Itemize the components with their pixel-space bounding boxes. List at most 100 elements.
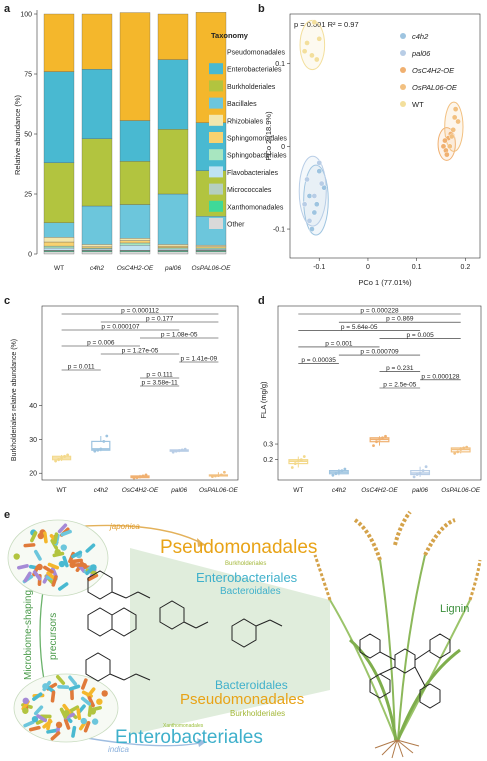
- a-bar-segment: [43, 13, 75, 72]
- e-molecule-5: [231, 618, 283, 648]
- b-legend-label: OsC4H2-OE: [412, 66, 455, 75]
- e-microbe-cell: [50, 538, 59, 550]
- e-microbe-cell: [43, 531, 48, 544]
- a-legend-swatch: [209, 200, 223, 212]
- c-y-axis-label: Burkholderiales relative abundance (%): [11, 339, 18, 461]
- d-comparison-pvalue: p = 0.001: [325, 340, 353, 347]
- c-x-tick-label: pal06: [170, 487, 187, 494]
- a-legend-label: Micrococcales: [227, 187, 272, 194]
- b-data-point: [301, 48, 308, 55]
- e-japonica-label: japonica: [109, 522, 140, 531]
- e-microbe-cell: [80, 717, 87, 725]
- a-y-tick-label: 25: [24, 192, 32, 199]
- a-bar-segment: [119, 238, 151, 241]
- c-data-point: [220, 473, 223, 477]
- d-comparison-pvalue: p = 2.5e-05: [383, 382, 416, 389]
- d-data-point: [381, 436, 384, 440]
- b-x-tick-label: 0.1: [412, 264, 422, 271]
- d-data-point: [372, 444, 375, 447]
- a-bar-segment: [81, 251, 113, 255]
- e-microbe-cell: [28, 725, 41, 732]
- a-bar-segment: [119, 204, 151, 239]
- e-microbe-cell: [86, 687, 96, 698]
- e-top-word: Burkholderiales: [225, 561, 266, 567]
- a-bar-segment: [81, 244, 113, 247]
- a-x-tick-label: pal06: [164, 265, 181, 272]
- a-bar-segment: [81, 248, 113, 251]
- panel-label-a: a: [4, 3, 11, 15]
- b-legend-label: OsPAL06-OE: [412, 83, 458, 92]
- b-legend-marker: [400, 50, 406, 56]
- d-data-point: [421, 469, 425, 473]
- panel-a-stacked-bar: Relative abundance (%) 0 25 50 75 100 WT c4h2…: [13, 10, 287, 272]
- e-microbe-cell: [53, 532, 59, 545]
- d-data-point: [384, 434, 387, 438]
- e-microbe-cell: [80, 696, 92, 706]
- d-data-point: [465, 445, 469, 449]
- d-data-point: [296, 459, 300, 463]
- a-y-tick-label: 75: [24, 72, 32, 79]
- c-data-point: [174, 449, 178, 453]
- a-bar-segment: [195, 247, 227, 250]
- b-legend-marker: [400, 84, 406, 90]
- a-y-tick-label: 50: [24, 132, 32, 139]
- d-data-point: [293, 462, 297, 465]
- a-y-tick-label: 0: [28, 252, 32, 259]
- c-data-point: [138, 475, 142, 479]
- e-microbe-cell: [23, 543, 36, 548]
- d-comparison-pvalue: p = 0.005: [406, 332, 434, 339]
- b-group-ellipse: [299, 19, 326, 71]
- e-molecule-4: [85, 652, 151, 682]
- d-data-point: [340, 469, 344, 473]
- a-x-tick-label: OsPAL06-OE: [192, 265, 232, 272]
- a-legend-swatch: [209, 46, 223, 57]
- e-microbe-cell: [50, 731, 61, 741]
- a-legend-label: Flavobacteriales: [227, 170, 278, 177]
- a-legend-swatch: [209, 166, 223, 178]
- e-japonica-arrowhead: [197, 538, 205, 547]
- d-data-point: [290, 466, 294, 469]
- e-japonica-arrow: [69, 524, 206, 546]
- e-rice-plant-illustration: [313, 510, 482, 759]
- e-microbe-cell: [87, 696, 95, 708]
- b-legend-marker: [400, 101, 406, 107]
- b-data-point: [450, 126, 457, 133]
- e-indica-arrowhead: [197, 738, 206, 747]
- e-microbe-cell: [71, 725, 77, 738]
- b-data-point: [316, 168, 323, 174]
- c-comparison-pvalue: p = 0.000112: [121, 308, 159, 315]
- b-plot-frame: [289, 13, 481, 259]
- a-legend-label: Sphingobacteriales: [227, 153, 287, 160]
- e-microbe-cell: [87, 573, 99, 582]
- c-comparison-pvalue: p = 1.08e-05: [161, 332, 198, 339]
- c-comparison-pvalue: p = 1.27e-05: [122, 348, 159, 355]
- e-microbe-cell: [23, 571, 32, 583]
- b-data-point: [446, 143, 453, 150]
- e-microbe-cell: [60, 544, 67, 551]
- panel-label-e: e: [4, 509, 10, 521]
- c-data-point: [96, 448, 100, 452]
- c-plot-frame: [41, 305, 239, 481]
- a-y-axis-label: Relative abundance (%): [13, 94, 22, 175]
- b-data-point: [311, 19, 318, 26]
- d-x-tick-label: OsPAL06-OE: [441, 487, 481, 494]
- d-comparison-pvalue: p = 0.869: [386, 316, 414, 323]
- b-data-point: [316, 36, 323, 42]
- b-group-ellipse: [298, 155, 327, 227]
- a-bar-segment: [43, 251, 75, 255]
- d-data-point: [334, 472, 338, 476]
- e-microbe-cell: [71, 558, 83, 564]
- b-data-point: [452, 106, 459, 112]
- panel-d-boxplot: FLA (mg/g) 0.2 0.3 WT c4h2 OsC4H2-OE pal06 OsP…: [259, 305, 482, 494]
- panel-label-c: c: [4, 295, 10, 307]
- c-x-tick-label: c4h2: [94, 487, 108, 494]
- e-microbe-cell: [55, 721, 63, 729]
- d-data-point: [299, 458, 303, 462]
- b-legend-marker: [400, 33, 406, 39]
- d-y-tick-label: 0.2: [263, 457, 273, 464]
- a-bar-segment: [43, 247, 75, 251]
- c-data-point: [105, 434, 109, 438]
- e-lignin-structure: [359, 633, 451, 709]
- e-microbe-cell: [90, 564, 97, 571]
- b-data-point: [442, 137, 448, 144]
